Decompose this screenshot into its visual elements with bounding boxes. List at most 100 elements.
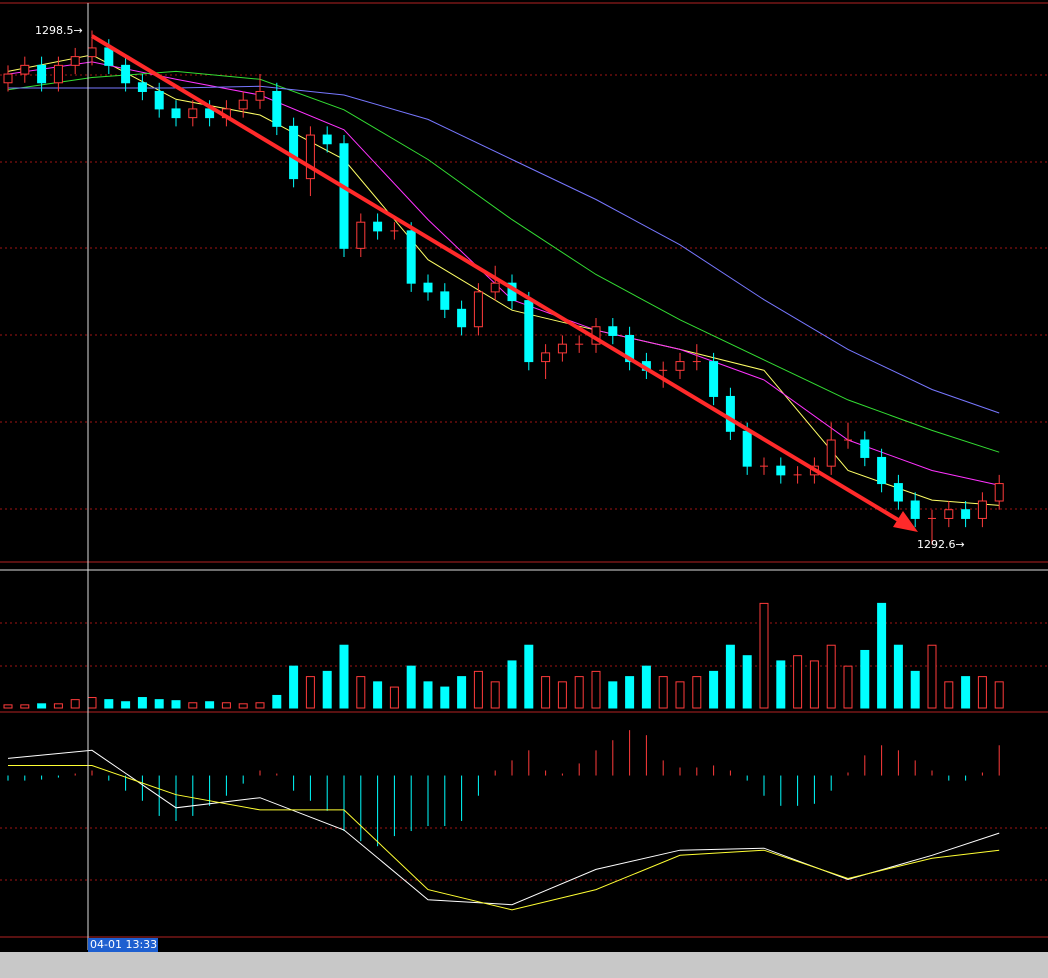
panel-frame bbox=[0, 2, 1048, 938]
candle-body bbox=[776, 465, 786, 476]
volume-bar bbox=[910, 670, 920, 709]
volume-bar bbox=[692, 676, 702, 709]
volume-bar bbox=[373, 681, 383, 709]
candle-body bbox=[675, 361, 685, 371]
candle-body bbox=[557, 343, 567, 354]
volume-bar bbox=[255, 702, 265, 709]
volume-bar bbox=[877, 602, 887, 709]
volume-bar bbox=[104, 699, 114, 709]
candle-body bbox=[339, 143, 349, 249]
candle-body bbox=[961, 509, 971, 519]
marks bbox=[3, 30, 1004, 911]
volume-bar bbox=[893, 644, 903, 709]
volume-bar bbox=[725, 644, 735, 709]
volume-bar bbox=[20, 704, 30, 709]
candle-body bbox=[860, 439, 870, 458]
volume-bar bbox=[322, 670, 332, 709]
volume-bar bbox=[742, 655, 752, 709]
candle-body bbox=[171, 108, 181, 119]
volume-bar bbox=[3, 704, 13, 709]
volume-bar bbox=[406, 665, 416, 709]
volume-bar bbox=[70, 699, 80, 709]
volume-bar bbox=[507, 660, 517, 709]
candle-body bbox=[70, 56, 80, 66]
candle-body bbox=[524, 300, 534, 363]
high-annotation: 1298.5→ bbox=[35, 24, 83, 37]
candle-body bbox=[473, 291, 483, 328]
candle-body bbox=[977, 500, 987, 519]
candle-body bbox=[137, 82, 147, 92]
candle-body bbox=[742, 430, 752, 467]
volume-bar bbox=[37, 703, 47, 709]
volume-bar bbox=[826, 644, 836, 709]
candle-body bbox=[457, 308, 467, 328]
volume-bar bbox=[205, 701, 215, 709]
volume-bar bbox=[658, 676, 668, 709]
volume-bar bbox=[87, 697, 97, 709]
grid bbox=[0, 74, 1048, 881]
candle-body bbox=[709, 361, 719, 397]
candle-body bbox=[87, 47, 97, 58]
candle-body bbox=[104, 47, 114, 66]
volume-bar bbox=[793, 655, 803, 709]
volume-bar bbox=[961, 676, 971, 709]
crosshair-label: 04-01 13:33 bbox=[90, 938, 157, 951]
volume-bar bbox=[305, 676, 315, 709]
volume-bar bbox=[541, 676, 551, 709]
volume-bar bbox=[675, 681, 685, 709]
candle-body bbox=[289, 125, 299, 180]
candle-body bbox=[406, 230, 416, 284]
crosshair-label-box bbox=[88, 938, 158, 952]
candle-body bbox=[423, 282, 433, 293]
macd-dea bbox=[8, 765, 1000, 911]
candle-body bbox=[490, 282, 500, 293]
moving-average bbox=[8, 85, 1000, 414]
candle-body bbox=[910, 500, 920, 519]
volume-bar bbox=[490, 681, 500, 709]
volume-bar bbox=[356, 676, 366, 709]
candle-body bbox=[238, 99, 248, 110]
volume-bar bbox=[457, 676, 467, 709]
scrollbar[interactable] bbox=[0, 952, 1048, 978]
trend-arrow bbox=[90, 34, 918, 532]
volume-bar bbox=[759, 602, 769, 709]
candle-body bbox=[272, 90, 282, 127]
candle-body bbox=[255, 90, 265, 101]
candle-body bbox=[373, 221, 383, 232]
volume-bar bbox=[608, 681, 618, 709]
volume-bar bbox=[625, 676, 635, 709]
candle-body bbox=[121, 64, 131, 84]
volume-bar bbox=[440, 686, 450, 709]
volume-bar bbox=[709, 670, 719, 709]
volume-bar bbox=[574, 676, 584, 709]
volume-bar bbox=[591, 670, 601, 709]
volume-bar bbox=[557, 681, 567, 709]
candle-body bbox=[53, 64, 63, 84]
candle-body bbox=[356, 221, 366, 249]
moving-average bbox=[7, 54, 1000, 506]
candle-body bbox=[625, 334, 635, 363]
volume-bar bbox=[289, 665, 299, 709]
volume-bar bbox=[473, 670, 483, 709]
macd-dif bbox=[7, 749, 1000, 906]
volume-bar bbox=[53, 703, 63, 709]
candle-body bbox=[877, 456, 887, 485]
low-annotation: 1292.6→ bbox=[917, 538, 965, 551]
volume-bar bbox=[272, 694, 282, 709]
candle-body bbox=[944, 509, 954, 519]
candle-body bbox=[893, 483, 903, 502]
volume-bar bbox=[238, 703, 248, 709]
candle-body bbox=[440, 291, 450, 310]
volume-bar bbox=[154, 699, 164, 709]
volume-bar bbox=[843, 665, 853, 709]
volume-bar bbox=[339, 644, 349, 709]
candle-body bbox=[3, 73, 13, 84]
volume-bar bbox=[641, 665, 651, 709]
candle-body bbox=[188, 108, 198, 119]
volume-bar bbox=[776, 660, 786, 709]
volume-bar bbox=[171, 700, 181, 709]
candle-body bbox=[154, 90, 164, 110]
candle-body bbox=[725, 395, 735, 432]
